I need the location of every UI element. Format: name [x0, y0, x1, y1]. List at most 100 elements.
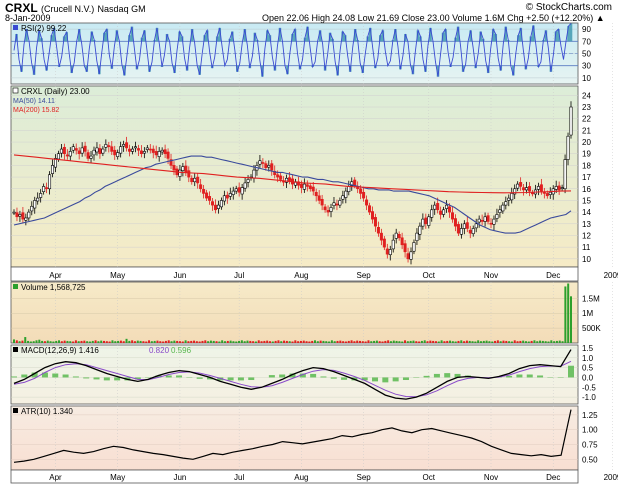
volume-bar — [361, 341, 364, 343]
candle-body — [468, 229, 472, 234]
candle-body — [45, 187, 49, 190]
volume-bar — [347, 340, 350, 343]
volume-bar — [541, 340, 544, 343]
macd-histogram-bar — [568, 365, 574, 378]
candle-body — [385, 248, 389, 255]
volume-bar — [367, 340, 370, 343]
volume-bar — [364, 341, 367, 343]
volume-bar — [145, 341, 148, 343]
candle-body — [154, 151, 158, 156]
volume-bar — [271, 341, 274, 343]
price-legend: CRXL (Daily) 23.00 — [21, 87, 90, 96]
volume-bar — [544, 341, 547, 343]
candle-body — [252, 169, 256, 179]
volume-bar — [131, 340, 134, 343]
volume-bar — [232, 341, 235, 343]
candle-body — [296, 181, 300, 186]
rsi-y-tick-label: 50 — [582, 50, 591, 59]
volume-bar — [530, 340, 533, 343]
volume-bar — [66, 340, 69, 343]
atr-y-tick-label: 1.25 — [582, 411, 598, 420]
volume-bar — [519, 340, 522, 343]
candle-body — [199, 184, 203, 190]
volume-bar — [162, 341, 165, 343]
volume-bar — [260, 341, 263, 343]
volume-bar — [91, 340, 94, 343]
macd-histogram-bar — [227, 377, 234, 381]
volume-bar — [356, 340, 359, 343]
macd-histogram-bar — [62, 374, 69, 378]
candle-body — [409, 251, 413, 260]
candle-body — [513, 188, 517, 195]
volume-bar — [24, 337, 27, 343]
volume-bar — [156, 340, 159, 343]
price-y-tick-label: 10 — [582, 255, 591, 264]
candle-body — [83, 145, 87, 152]
candle-body — [163, 149, 167, 155]
volume-bar — [488, 341, 491, 343]
volume-bar — [567, 283, 570, 343]
volume-bar — [257, 340, 260, 343]
volume-bar — [333, 341, 336, 343]
macd-y-tick-label: 1.0 — [582, 354, 594, 363]
candle-body — [205, 192, 209, 199]
macd-histogram-bar — [433, 373, 440, 378]
candle-body — [276, 174, 280, 178]
volume-bar — [527, 341, 530, 343]
macd-y-tick-label: -0.5 — [582, 383, 596, 392]
candle-body — [128, 148, 132, 152]
candle-body — [151, 148, 155, 153]
candle-body — [264, 163, 268, 169]
candle-body — [308, 185, 312, 190]
volume-bar — [246, 340, 249, 343]
volume-bar — [43, 341, 46, 343]
volume-bar — [550, 340, 553, 343]
volume-bar — [328, 341, 331, 343]
volume-bar — [496, 340, 499, 343]
candle-body — [501, 204, 505, 212]
atr-y-tick-label: 0.50 — [582, 455, 598, 464]
price-y-tick-label: 24 — [582, 91, 591, 100]
candle-body — [92, 149, 96, 156]
price-x-tick-label: 2009 — [604, 271, 618, 280]
macd-histogram-bar — [41, 372, 48, 378]
volume-bar — [46, 340, 49, 343]
ma50-legend: MA(50) 14.11 — [13, 98, 55, 105]
candle-body — [365, 199, 369, 206]
volume-bar — [263, 340, 266, 343]
volume-bar — [401, 341, 404, 343]
candle-body — [403, 243, 407, 253]
volume-bar — [485, 340, 488, 343]
volume-bar — [142, 341, 145, 343]
price-x-tick-label: Apr — [49, 271, 62, 280]
volume-legend-swatch — [13, 284, 18, 289]
price-y-tick-label: 15 — [582, 196, 591, 205]
volume-bar — [547, 341, 550, 343]
candle-body — [18, 214, 22, 217]
volume-bar — [193, 340, 196, 343]
volume-bar — [229, 340, 232, 343]
candle-body — [77, 150, 81, 155]
volume-bar — [460, 340, 463, 343]
candle-body — [421, 218, 425, 227]
volume-bar — [418, 341, 421, 343]
candle-body — [397, 234, 401, 239]
volume-bar — [539, 340, 542, 343]
macd-legend: MACD(12,26,9) 1.416 — [21, 346, 99, 355]
volume-bar — [440, 340, 443, 343]
volume-bar — [204, 340, 207, 343]
volume-bar — [387, 340, 390, 343]
bottom-x-tick-label: Aug — [294, 473, 308, 482]
candle-body — [196, 176, 200, 184]
candle-body — [86, 152, 90, 159]
price-y-tick-label: 11 — [582, 243, 591, 252]
candle-body — [246, 179, 250, 183]
macd-histogram-bar — [320, 376, 327, 378]
volume-bar — [513, 340, 516, 343]
price-y-tick-label: 14 — [582, 208, 591, 217]
candle-body — [350, 181, 354, 187]
macd-histogram-bar — [330, 377, 337, 379]
volume-bar — [570, 296, 572, 343]
volume-bar — [561, 341, 564, 343]
volume-bar — [103, 340, 106, 343]
